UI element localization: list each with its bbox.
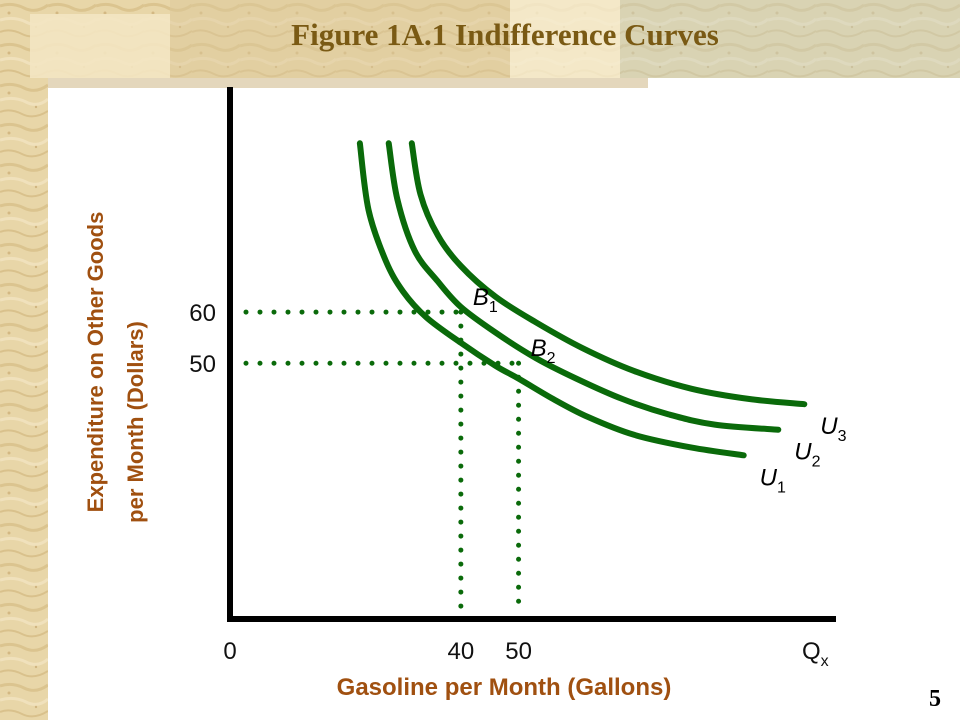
page-title: Figure 1A.1 Indifference Curves	[291, 17, 719, 52]
point-label-b1: B1	[473, 284, 498, 316]
y-tick-label-60: 60	[189, 300, 216, 327]
point-label-b2: B2	[531, 335, 556, 367]
x-tick-label-50: 50	[505, 638, 532, 665]
curve-label-u2: U2	[794, 439, 820, 471]
y-tick-label-50: 50	[189, 351, 216, 378]
y-axis-label-line-2: per Month (Dollars)	[123, 321, 148, 523]
x-axis-end-label: Qx	[802, 638, 829, 670]
curve-label-u1: U1	[760, 464, 786, 496]
x-tick-label-0: 0	[223, 638, 236, 665]
curve-label-u3: U3	[820, 413, 846, 445]
curve-u3	[408, 140, 808, 408]
y-axis-label-line-1: Expenditure on Other Goods	[83, 212, 108, 513]
page-number: 5	[929, 686, 941, 712]
curve-u1	[356, 140, 747, 459]
x-tick-label-40: 40	[448, 638, 475, 665]
curve-u2	[385, 140, 782, 433]
x-axis-label: Gasoline per Month (Gallons)	[337, 674, 672, 701]
